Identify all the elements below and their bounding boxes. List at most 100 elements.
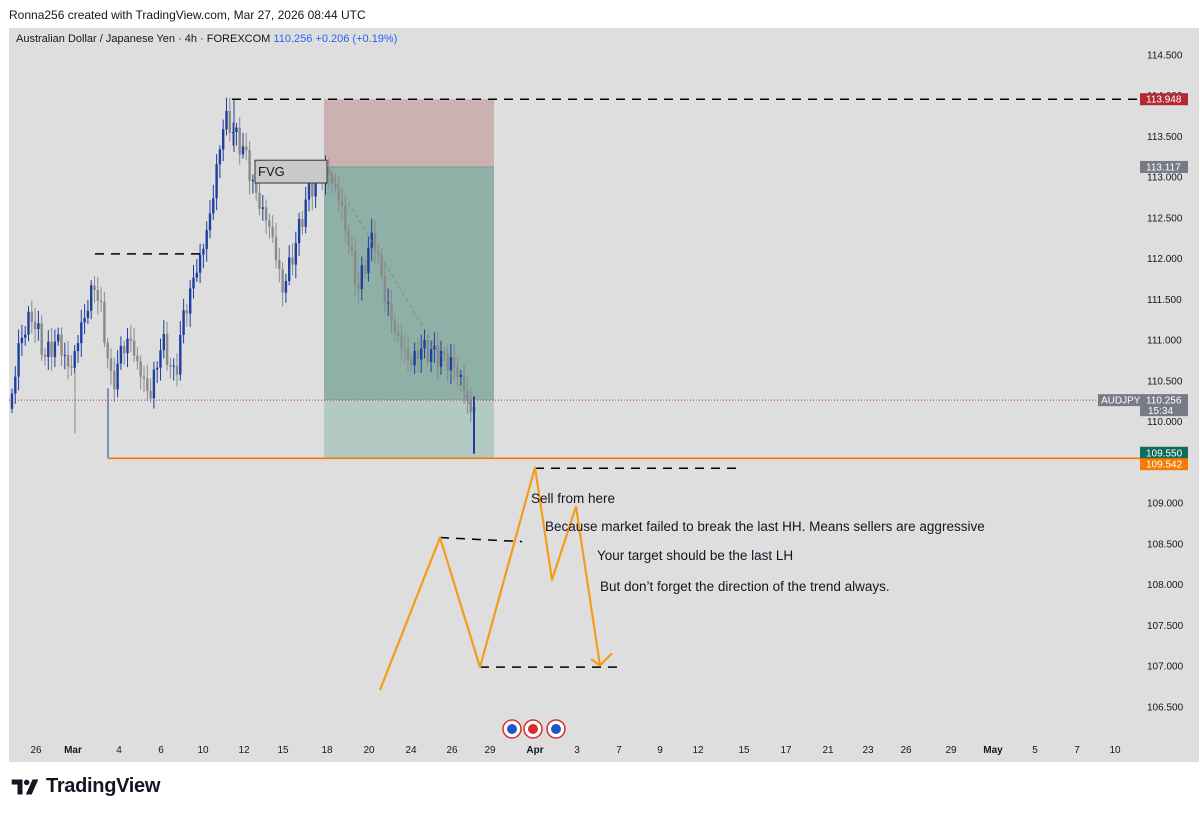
candle-body-26 <box>96 289 99 301</box>
candle-body-116 <box>393 321 396 333</box>
y-tick-7: 111.000 <box>1147 336 1182 347</box>
candle-body-113 <box>383 275 387 303</box>
candle-body-138 <box>466 391 469 401</box>
candle-body-124 <box>420 348 423 360</box>
candle-body-44 <box>156 367 159 370</box>
countdown-tag: 15:34 <box>1148 406 1173 417</box>
candle-body-38 <box>136 355 139 362</box>
chart-frame[interactable] <box>9 28 1199 762</box>
candle-body-123 <box>416 350 420 360</box>
fvg-label: FVG <box>258 164 285 179</box>
chart-caption: Ronna256 created with TradingView.com, M… <box>9 8 366 22</box>
candle-body-7 <box>33 321 37 330</box>
x-tick-17: 15 <box>738 745 750 756</box>
y-tick-3: 113.000 <box>1147 173 1183 184</box>
candle-body-87 <box>297 218 301 244</box>
x-tick-3: 6 <box>158 745 164 756</box>
candle-body-135 <box>456 367 459 378</box>
candle-body-56 <box>195 272 198 278</box>
price-tag-entry: 113.117 <box>1146 162 1181 173</box>
candle-body-19 <box>73 351 76 368</box>
y-tick-16: 106.500 <box>1147 702 1184 713</box>
candle-body-90 <box>307 183 311 200</box>
candle-body-4 <box>24 334 27 338</box>
candle-body-89 <box>304 199 307 227</box>
candle-body-27 <box>99 300 103 302</box>
candle-body-40 <box>142 376 146 379</box>
candle-body-104 <box>354 250 357 285</box>
candle-body-12 <box>50 341 53 358</box>
candle-body-49 <box>172 365 175 367</box>
x-tick-8: 20 <box>363 745 375 756</box>
candle-body-98 <box>334 183 337 189</box>
x-tick-24: 5 <box>1032 745 1038 756</box>
candle-body-29 <box>106 342 109 359</box>
candle-body-43 <box>152 369 156 399</box>
candle-body-14 <box>57 334 60 342</box>
x-tick-20: 23 <box>862 745 874 756</box>
x-tick-13: 3 <box>574 745 580 756</box>
candle-body-119 <box>403 348 406 350</box>
candle-body-24 <box>90 285 93 311</box>
candle-body-58 <box>202 248 205 255</box>
candle-body-61 <box>212 198 215 214</box>
candle-body-80 <box>274 236 278 260</box>
candle-body-81 <box>278 259 281 270</box>
candle-body-31 <box>113 370 116 390</box>
candle-body-101 <box>344 206 347 231</box>
candle-body-107 <box>363 265 367 273</box>
candle-body-57 <box>198 254 202 273</box>
candle-body-132 <box>446 354 449 371</box>
candle-body-84 <box>288 257 291 281</box>
y-tick-14: 107.500 <box>1147 621 1184 632</box>
candle-body-102 <box>347 230 350 246</box>
candle-body-69 <box>238 127 241 155</box>
candle-body-37 <box>132 340 136 356</box>
candle-body-9 <box>40 323 43 355</box>
candle-body-68 <box>235 127 238 133</box>
candle-body-18 <box>70 366 73 368</box>
candle-body-51 <box>179 334 182 375</box>
candle-body-139 <box>469 400 472 413</box>
candle-body-59 <box>205 230 208 249</box>
x-tick-14: 7 <box>616 745 622 756</box>
candle-body-70 <box>241 146 245 155</box>
candle-body-100 <box>340 200 344 207</box>
note-4: But don’t forget the direction of the tr… <box>600 579 890 594</box>
candle-body-52 <box>182 310 185 335</box>
x-tick-22: 29 <box>945 745 957 756</box>
candle-body-126 <box>426 340 429 362</box>
projection-arrow-head <box>590 658 601 667</box>
y-tick-6: 111.500 <box>1147 295 1182 306</box>
candle-body-28 <box>103 301 106 343</box>
x-tick-25: 7 <box>1074 745 1080 756</box>
candle-body-91 <box>311 183 314 197</box>
take-profit-zone-lower <box>324 400 494 458</box>
candle-body-117 <box>396 332 400 336</box>
current-price-tag-bg <box>1140 394 1188 417</box>
y-tick-2: 113.500 <box>1147 132 1183 143</box>
candle-body-108 <box>367 247 370 273</box>
candle-body-121 <box>410 359 413 366</box>
x-tick-11: 29 <box>484 745 496 756</box>
candle-body-82 <box>281 269 284 293</box>
price-change: +0.206 (+0.19%) <box>315 33 398 45</box>
projection-zigzag <box>378 466 613 691</box>
price-tag-support-bg <box>1140 458 1188 471</box>
candle-body-103 <box>350 245 354 251</box>
candle-body-122 <box>413 350 416 366</box>
candle-body-83 <box>284 280 288 293</box>
candle-body-77 <box>264 207 268 221</box>
candle-body-21 <box>80 322 83 344</box>
candle-body-115 <box>390 302 393 322</box>
trend-line <box>329 172 471 405</box>
price-tag-high: 113.948 <box>1146 95 1182 106</box>
symbol-tag-bg <box>1098 394 1140 407</box>
candle-body-11 <box>47 341 50 358</box>
lh-level-line <box>439 536 523 543</box>
flag-au-icon <box>507 724 517 734</box>
candle-body-55 <box>192 277 195 289</box>
candle-body-53 <box>185 310 189 314</box>
candle-body-131 <box>443 350 446 355</box>
